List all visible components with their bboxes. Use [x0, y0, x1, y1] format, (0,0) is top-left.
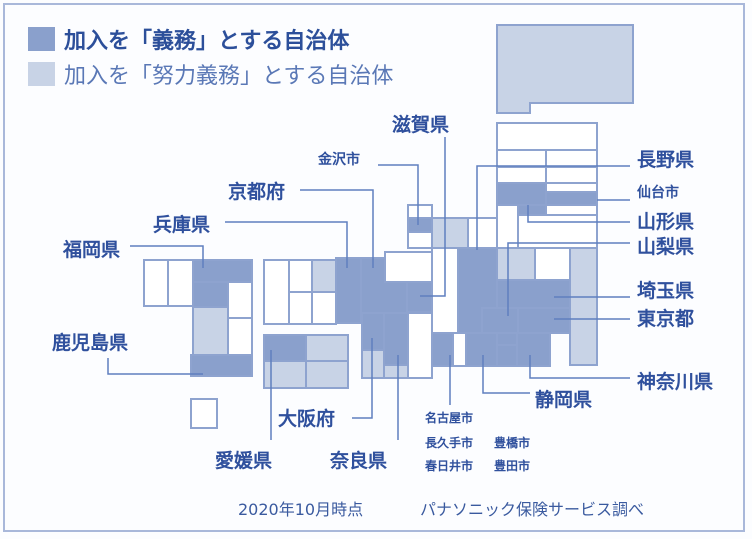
map-tile: [361, 349, 385, 379]
map-tile: [467, 217, 498, 249]
map-tile: [496, 122, 598, 151]
map-tile: [383, 364, 409, 379]
footer-source: パナソニック保険サービス調べ: [420, 500, 645, 519]
label-osaka: 大阪府: [276, 404, 338, 431]
map-tile: [143, 259, 169, 307]
map-tile: [361, 312, 385, 351]
footer-date: 2020年10月時点: [238, 500, 364, 519]
map-tile: [288, 291, 313, 325]
map-tile: [534, 247, 571, 281]
label-shiga: 滋賀県: [390, 110, 452, 137]
leader-line: [476, 165, 630, 250]
label-toyohashi: 豊橋市: [492, 434, 533, 451]
label-yamagata: 山形県: [635, 207, 697, 234]
map-tile: [465, 332, 498, 367]
map-tile: [545, 182, 598, 193]
map-tile: [190, 398, 218, 429]
map-tile: [311, 291, 337, 325]
label-nagakute: 長久手市: [423, 434, 476, 451]
leader-line: [352, 338, 373, 419]
map-tile: [431, 217, 469, 249]
map-tile: [496, 332, 518, 346]
label-tokyo: 東京都: [635, 304, 697, 331]
outer-frame: [3, 3, 745, 532]
label-yamanashi: 山梨県: [635, 232, 697, 259]
map-tile: [384, 251, 433, 283]
map-tile: [311, 259, 337, 293]
map-tile: [452, 332, 467, 367]
map-tile: [227, 281, 253, 319]
map-tile-hokkaido: [496, 24, 634, 114]
map-tile: [545, 204, 598, 216]
map-tile: [517, 307, 571, 334]
map-tile: [545, 166, 598, 184]
label-shizuoka: 静岡県: [533, 385, 595, 412]
map-tile: [190, 354, 253, 377]
map-tile: [496, 149, 547, 168]
map-tile: [192, 306, 229, 356]
map-tile: [407, 204, 433, 219]
legend-swatch-mandatory: [28, 27, 55, 51]
leader-line: [225, 221, 348, 268]
leader-line: [130, 245, 204, 268]
map-tile: [406, 281, 433, 313]
map-tile: [496, 166, 547, 184]
map-tile: [496, 344, 518, 367]
map-tile: [569, 247, 598, 366]
map-tile: [516, 332, 551, 367]
legend-mandatory: 加入を「義務」とする自治体: [64, 29, 350, 54]
map-tile: [263, 259, 290, 325]
map-tile: [545, 149, 598, 168]
legend-swatch-effort: [28, 62, 55, 86]
leader-line: [482, 355, 530, 394]
label-nagano: 長野県: [635, 145, 697, 172]
map-tile: [305, 360, 349, 389]
legend-effort: 加入を「努力義務」とする自治体: [64, 64, 394, 89]
map-tile: [407, 231, 433, 249]
label-kasugai: 春日井市: [423, 457, 476, 474]
map-tile: [481, 307, 519, 334]
map-tile: [305, 334, 349, 362]
label-toyota: 豊田市: [492, 457, 533, 474]
map-tile: [383, 312, 409, 366]
label-kanagawa: 神奈川県: [635, 367, 716, 394]
map-tile: [545, 191, 598, 206]
leader-line: [527, 205, 630, 223]
map-tile: [167, 259, 194, 307]
leader-line: [107, 358, 203, 375]
map-tile: [517, 204, 547, 216]
label-kagoshima: 鹿児島県: [50, 328, 131, 355]
label-hyogo: 兵庫県: [151, 210, 213, 237]
label-nara: 奈良県: [328, 446, 390, 473]
label-kanazawa: 金沢市: [316, 149, 362, 169]
map-tile: [335, 257, 362, 324]
leader-line: [300, 189, 374, 268]
label-saitama: 埼玉県: [635, 276, 697, 303]
map-tile: [192, 281, 229, 308]
label-kyoto: 京都府: [226, 177, 288, 204]
map-tile: [192, 259, 253, 283]
leader-line: [420, 132, 446, 297]
map-tile: [407, 217, 433, 233]
leader-line: [529, 355, 630, 379]
map-tile: [496, 204, 519, 249]
label-fukuoka: 福岡県: [61, 235, 123, 262]
map-tile: [407, 312, 433, 379]
leader-line: [378, 164, 419, 225]
map-tile: [496, 182, 547, 206]
label-nagoya: 名古屋市: [423, 409, 476, 426]
map-tile: [496, 247, 536, 281]
label-ehime: 愛媛県: [213, 446, 275, 473]
leader-line: [507, 242, 630, 316]
label-sendai: 仙台市: [635, 182, 681, 202]
map-tile: [288, 259, 313, 293]
map-tile: [227, 317, 253, 356]
